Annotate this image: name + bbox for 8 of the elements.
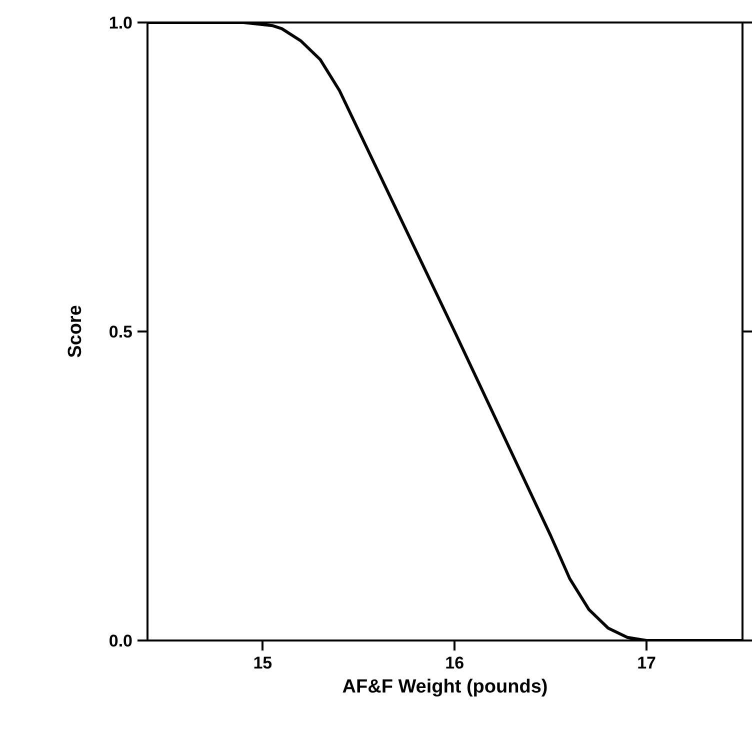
y-tick-label: 1.0	[108, 14, 133, 32]
y-axis-title: Score	[64, 305, 86, 358]
x-tick-label: 17	[637, 654, 656, 672]
x-tick-label: 16	[445, 654, 464, 672]
x-axis-title: AF&F Weight (pounds)	[342, 676, 548, 698]
y-tick-label: 0.5	[108, 322, 133, 342]
y-tick-label: 0.0	[108, 632, 133, 650]
x-tick-label: 15	[253, 654, 272, 672]
